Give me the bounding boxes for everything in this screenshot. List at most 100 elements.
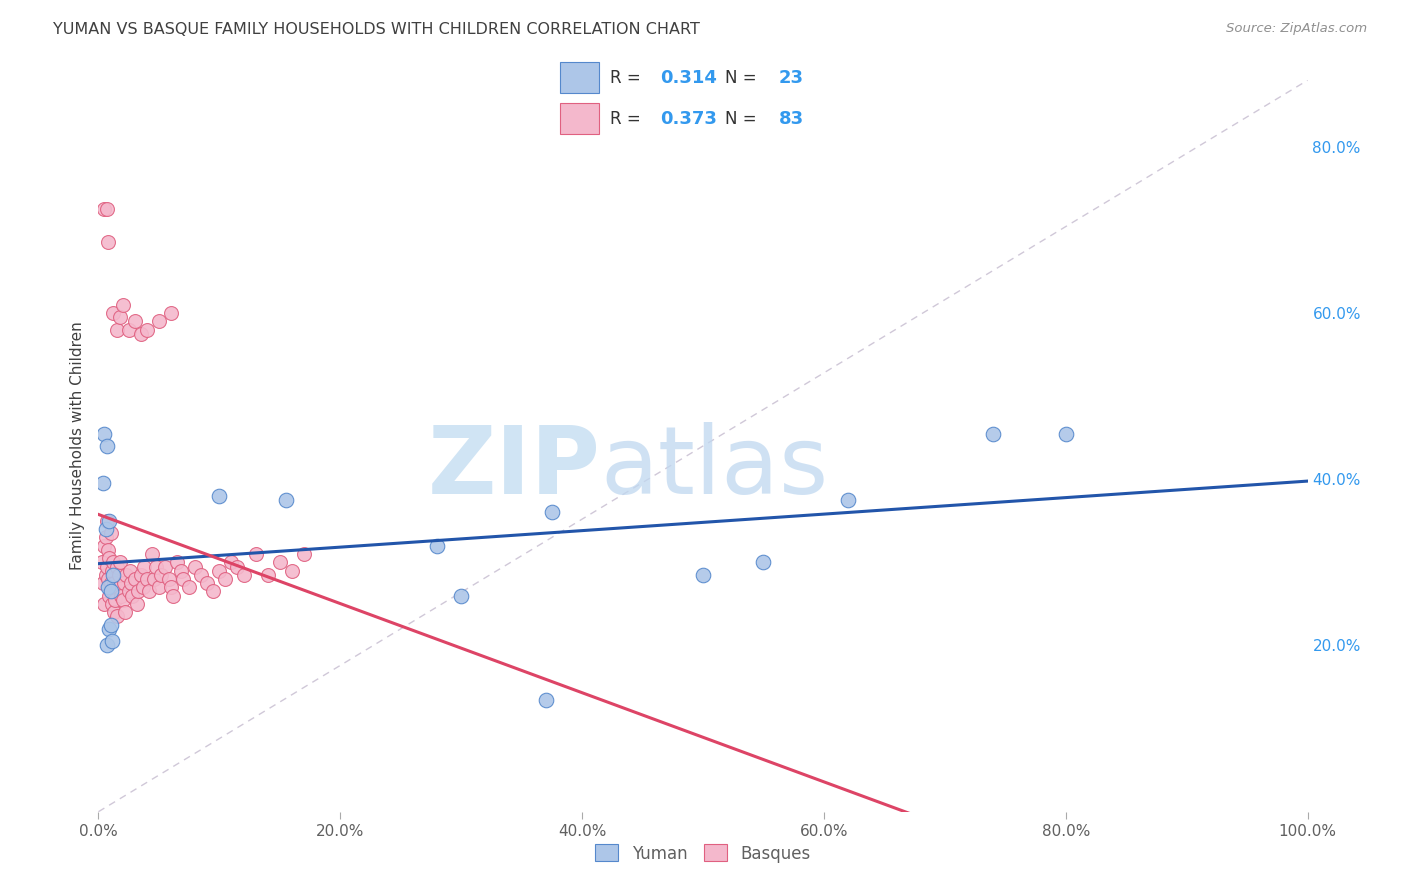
Point: [118, 323, 141, 337]
Point: [292, 547, 315, 561]
Point: [100, 576, 122, 591]
Point: [121, 589, 143, 603]
Point: [837, 493, 859, 508]
Point: [118, 564, 141, 578]
Text: N =: N =: [725, 69, 762, 87]
Point: [752, 555, 775, 569]
Point: [115, 567, 138, 582]
Point: [96, 514, 118, 528]
Point: [114, 605, 136, 619]
Point: [100, 526, 122, 541]
Point: [166, 555, 188, 569]
Point: [100, 564, 122, 578]
Point: [100, 584, 122, 599]
Point: [138, 584, 160, 599]
Point: [98, 514, 121, 528]
FancyBboxPatch shape: [560, 103, 599, 134]
Point: [120, 576, 142, 591]
Point: [184, 559, 207, 574]
Point: [105, 559, 128, 574]
Point: [94, 530, 117, 544]
Point: [127, 584, 149, 599]
Point: [134, 559, 156, 574]
Point: [141, 547, 163, 561]
Text: 0.314: 0.314: [661, 69, 717, 87]
Point: [540, 506, 562, 520]
Point: [93, 202, 115, 216]
Point: [274, 493, 297, 508]
Point: [981, 426, 1004, 441]
Point: [97, 235, 120, 250]
Point: [281, 564, 304, 578]
Point: [98, 622, 121, 636]
Point: [93, 539, 115, 553]
Text: ZIP: ZIP: [427, 422, 600, 514]
Y-axis label: Family Households with Children: Family Households with Children: [69, 322, 84, 570]
Text: N =: N =: [725, 110, 762, 128]
Point: [157, 572, 180, 586]
Point: [148, 314, 170, 328]
Point: [153, 559, 176, 574]
Point: [118, 584, 141, 599]
Point: [104, 592, 127, 607]
Point: [97, 580, 120, 594]
Legend: Yuman, Basques: Yuman, Basques: [588, 838, 818, 869]
Point: [132, 580, 155, 594]
Point: [179, 580, 201, 594]
Point: [256, 567, 278, 582]
Point: [162, 589, 184, 603]
Point: [692, 567, 714, 582]
Point: [96, 202, 118, 216]
Point: [91, 576, 114, 591]
Point: [94, 522, 117, 536]
Point: [208, 564, 231, 578]
Point: [105, 609, 128, 624]
Point: [97, 542, 120, 557]
Point: [112, 576, 135, 591]
Point: [534, 692, 557, 706]
Text: 0.373: 0.373: [661, 110, 717, 128]
Point: [96, 559, 118, 574]
Text: Source: ZipAtlas.com: Source: ZipAtlas.com: [1226, 22, 1367, 36]
Point: [103, 576, 125, 591]
Point: [91, 476, 114, 491]
Point: [214, 572, 236, 586]
Point: [101, 567, 124, 582]
Point: [97, 572, 120, 586]
Point: [124, 572, 146, 586]
Point: [101, 584, 124, 599]
Point: [108, 555, 131, 569]
Point: [127, 597, 149, 611]
Point: [221, 555, 243, 569]
Point: [101, 555, 124, 569]
Point: [124, 314, 146, 328]
Point: [169, 564, 191, 578]
Point: [208, 489, 231, 503]
Point: [135, 572, 157, 586]
FancyBboxPatch shape: [560, 62, 599, 93]
Point: [226, 559, 249, 574]
Point: [107, 580, 129, 594]
Point: [245, 547, 267, 561]
Text: YUMAN VS BASQUE FAMILY HOUSEHOLDS WITH CHILDREN CORRELATION CHART: YUMAN VS BASQUE FAMILY HOUSEHOLDS WITH C…: [53, 22, 700, 37]
Point: [202, 584, 225, 599]
Point: [150, 567, 173, 582]
Point: [135, 323, 157, 337]
Point: [148, 580, 170, 594]
Point: [143, 572, 166, 586]
Point: [111, 298, 134, 312]
Point: [98, 589, 121, 603]
Point: [103, 605, 125, 619]
Point: [160, 306, 183, 320]
Point: [129, 567, 152, 582]
Point: [101, 306, 124, 320]
Point: [172, 572, 194, 586]
Point: [426, 539, 449, 553]
Point: [232, 567, 254, 582]
Point: [100, 634, 122, 648]
Point: [93, 426, 115, 441]
Point: [108, 310, 131, 325]
Point: [269, 555, 291, 569]
Point: [1054, 426, 1077, 441]
Point: [93, 597, 115, 611]
